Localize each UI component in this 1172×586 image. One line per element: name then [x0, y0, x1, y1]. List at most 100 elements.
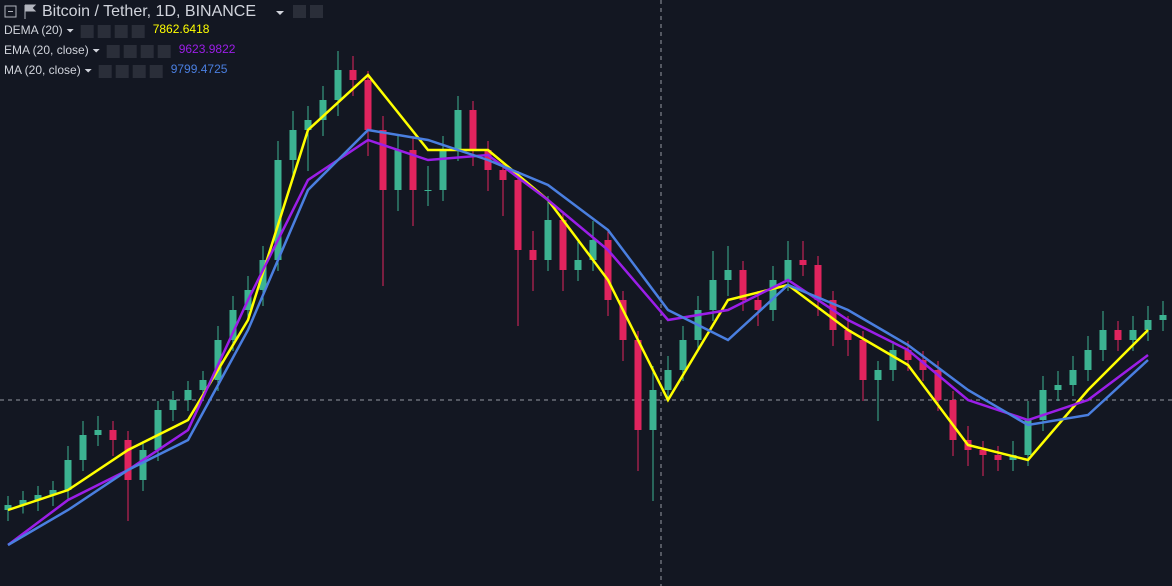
eye-button[interactable] — [293, 5, 306, 18]
candle-body — [289, 130, 297, 160]
dropdown-arrow[interactable] — [276, 11, 284, 15]
candle-body — [379, 130, 387, 190]
indicator-value: 9623.9822 — [179, 42, 236, 56]
candle-body — [349, 70, 357, 80]
candle-body — [1114, 330, 1122, 340]
candle-body — [604, 240, 612, 300]
candle-body — [409, 150, 417, 190]
candle-body — [364, 80, 372, 130]
collapse-button[interactable] — [4, 5, 17, 18]
candle-body — [1069, 370, 1077, 385]
candle-body — [94, 430, 102, 435]
candle-body — [574, 260, 582, 270]
candle-body — [994, 455, 1002, 460]
candle-body — [499, 170, 507, 180]
candle-body — [4, 505, 12, 510]
indicator-line — [7, 128, 1149, 547]
candle-body — [514, 180, 522, 250]
candle-body — [814, 265, 822, 300]
indicator-line — [7, 138, 1149, 546]
candle-body — [889, 350, 897, 370]
eye-button[interactable] — [80, 25, 94, 38]
candle-body — [754, 300, 762, 310]
eye-button[interactable] — [98, 65, 112, 78]
candle-body — [934, 370, 942, 400]
plot — [4, 51, 1167, 547]
candle-body — [34, 495, 42, 500]
flag-icon[interactable] — [24, 4, 37, 19]
candle-body — [469, 110, 477, 150]
dropdown-arrow[interactable] — [66, 29, 74, 33]
candle-body — [154, 410, 162, 450]
candle-body — [859, 340, 867, 380]
candle-body — [49, 490, 57, 495]
candle-body — [64, 460, 72, 490]
candle-body — [304, 120, 312, 130]
candle-body — [919, 360, 927, 370]
candle-body — [199, 380, 207, 390]
candle-body — [844, 330, 852, 340]
candle-body — [319, 100, 327, 120]
candle-body — [589, 240, 597, 260]
legend: Bitcoin / Tether, 1D, BINANCE DEMA (20) 7… — [4, 3, 323, 78]
candle-body — [1054, 385, 1062, 390]
candle-body — [169, 400, 177, 410]
candle-body — [424, 190, 432, 191]
candle-body — [559, 220, 567, 270]
candle-body — [619, 300, 627, 340]
candle-body — [874, 370, 882, 380]
remove-button[interactable] — [149, 65, 163, 78]
add-button[interactable] — [132, 65, 146, 78]
indicator-name: DEMA (20) — [4, 23, 63, 37]
candle-body — [439, 150, 447, 190]
dropdown-arrow[interactable] — [84, 69, 92, 73]
candle-body — [334, 70, 342, 100]
candle-body — [649, 390, 657, 430]
candle-body — [784, 260, 792, 280]
candle-body — [1039, 390, 1047, 420]
settings-button[interactable] — [310, 5, 323, 18]
candle-body — [1159, 315, 1167, 320]
remove-button[interactable] — [131, 25, 145, 38]
candle-body — [979, 450, 987, 455]
candle-body — [829, 300, 837, 330]
candle-body — [904, 350, 912, 360]
dropdown-arrow[interactable] — [92, 49, 100, 53]
candle-body — [184, 390, 192, 400]
candle-body — [274, 160, 282, 260]
candle-body — [394, 150, 402, 190]
candle-body — [664, 370, 672, 390]
candle-body — [709, 280, 717, 310]
candle-body — [799, 260, 807, 265]
eye-button[interactable] — [106, 45, 120, 58]
add-button[interactable] — [140, 45, 154, 58]
indicator-line — [7, 73, 1149, 512]
remove-button[interactable] — [157, 45, 171, 58]
candle-body — [769, 280, 777, 310]
candle-body — [1144, 320, 1152, 330]
candle-body — [544, 220, 552, 260]
candle-body — [454, 110, 462, 150]
candle-body — [214, 340, 222, 380]
settings-button[interactable] — [97, 25, 111, 38]
candle-body — [229, 310, 237, 340]
candle-body — [724, 270, 732, 280]
candle-body — [139, 450, 147, 480]
candle-body — [124, 440, 132, 480]
symbol-title: Bitcoin / Tether, 1D, BINANCE — [42, 3, 256, 20]
indicator-name: MA (20, close) — [4, 63, 81, 77]
candle-body — [1084, 350, 1092, 370]
candle-body — [79, 435, 87, 460]
candle-body — [634, 340, 642, 430]
candle-body — [1024, 420, 1032, 455]
candle-body — [739, 270, 747, 300]
indicator-value: 7862.6418 — [153, 22, 210, 36]
add-button[interactable] — [114, 25, 128, 38]
settings-button[interactable] — [115, 65, 129, 78]
indicator-value: 9799.4725 — [171, 62, 228, 76]
candle-body — [1129, 330, 1137, 340]
settings-button[interactable] — [123, 45, 137, 58]
